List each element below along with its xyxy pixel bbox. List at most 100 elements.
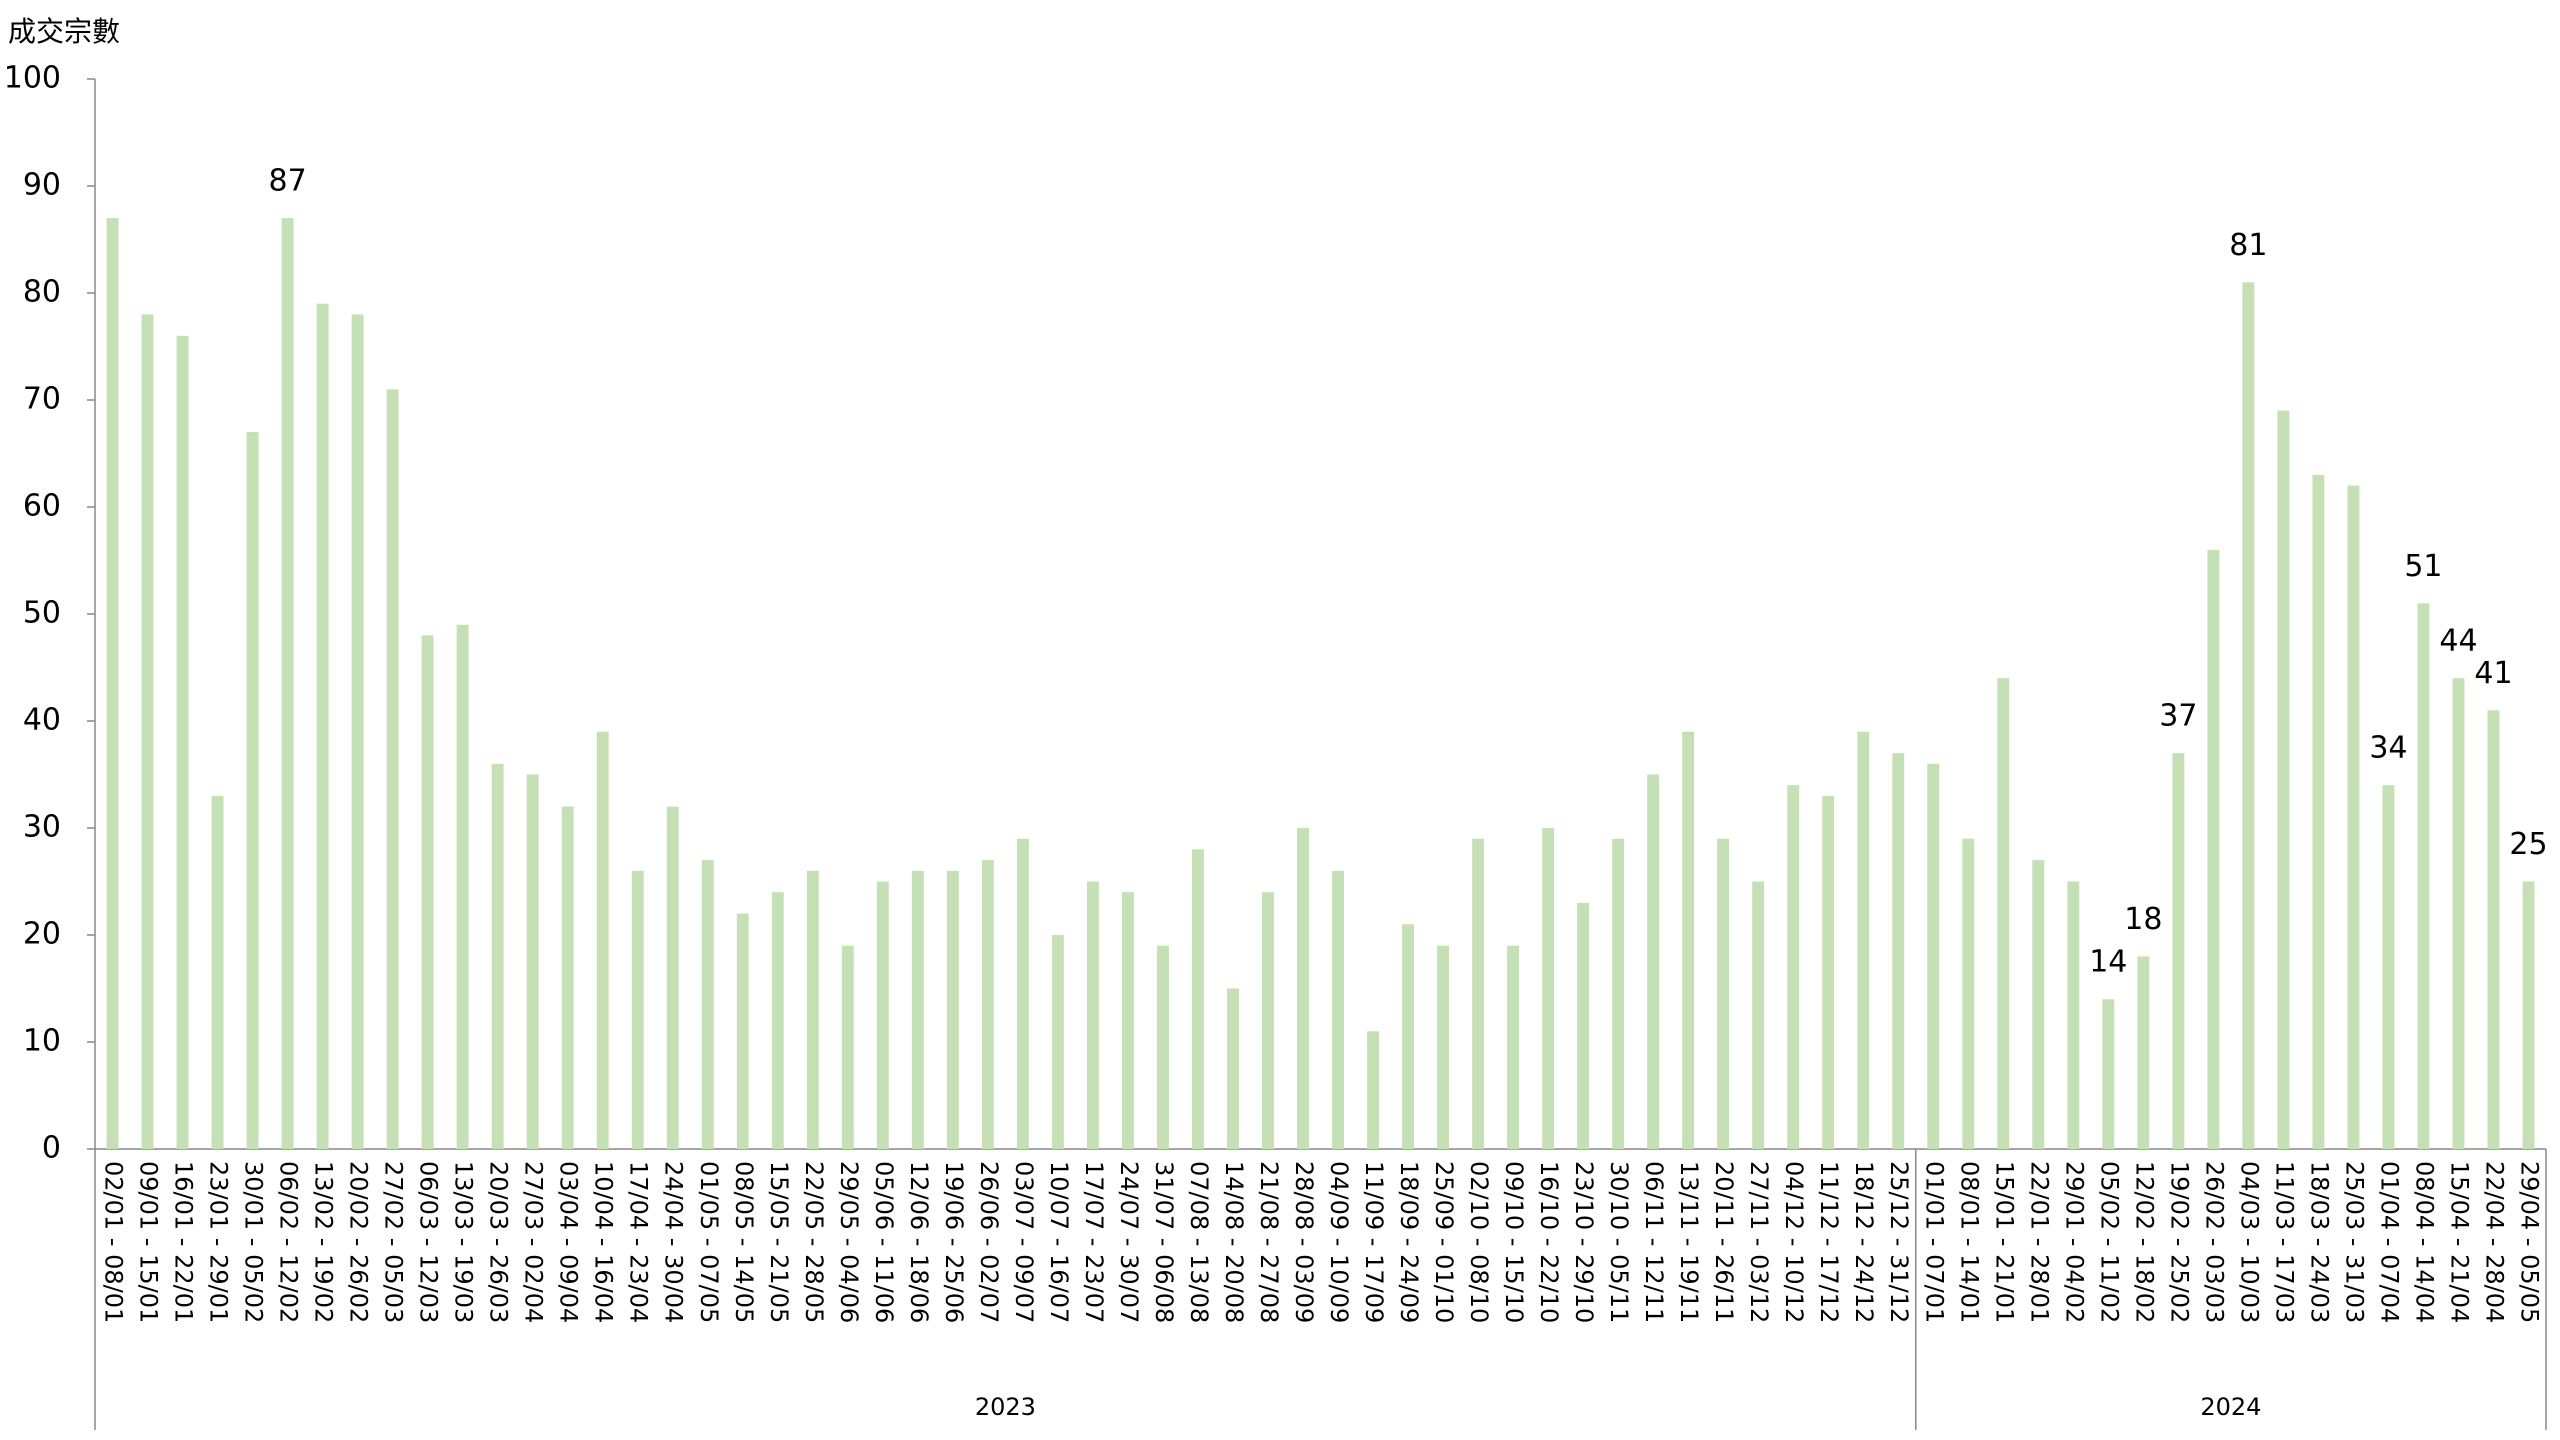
data-label: 14 (2089, 945, 2127, 980)
x-tick-label: 06/02 - 12/02 (275, 1161, 303, 1323)
x-tick-label: 29/04 - 05/05 (2515, 1161, 2543, 1323)
x-tick-label: 29/01 - 04/02 (2060, 1161, 2088, 1323)
bar (561, 806, 574, 1149)
bar (2487, 710, 2500, 1149)
bar (1857, 731, 1870, 1149)
bar (2312, 474, 2325, 1149)
bar (2452, 678, 2465, 1149)
bar (841, 945, 854, 1149)
bar (2207, 549, 2220, 1149)
x-tick-label: 05/06 - 11/06 (870, 1161, 898, 1323)
x-tick-label: 08/04 - 14/04 (2410, 1161, 2438, 1323)
bar (981, 860, 994, 1149)
data-label: 41 (2474, 656, 2512, 691)
x-tick-label: 03/07 - 09/07 (1010, 1161, 1038, 1323)
bar (1332, 870, 1344, 1149)
y-tick-label: 60 (23, 489, 61, 524)
y-tick-label: 100 (4, 61, 61, 96)
bar (1367, 1031, 1379, 1149)
x-tick-label: 21/08 - 27/08 (1255, 1161, 1283, 1323)
group-label: 2023 (975, 1393, 1036, 1421)
x-tick-label: 25/03 - 31/03 (2340, 1161, 2368, 1323)
bar (1997, 678, 2010, 1149)
x-tick-label: 04/09 - 10/09 (1325, 1161, 1353, 1323)
bar (1822, 795, 1835, 1149)
y-axis-label: 成交宗數 (8, 15, 120, 48)
x-tick-label: 23/01 - 29/01 (205, 1161, 233, 1323)
y-tick-label: 50 (23, 596, 61, 631)
y-tick-label: 90 (23, 168, 61, 203)
y-tick-label: 0 (42, 1131, 61, 1166)
bar (2172, 753, 2185, 1149)
bar (1121, 892, 1134, 1149)
bar (666, 806, 679, 1149)
bar (386, 389, 399, 1149)
bar (2067, 881, 2080, 1149)
bar (1156, 945, 1169, 1149)
x-tick-label: 08/01 - 14/01 (1955, 1161, 1983, 1323)
x-tick-label: 13/02 - 19/02 (310, 1161, 338, 1323)
x-tick-label: 18/09 - 24/09 (1395, 1161, 1423, 1323)
data-label: 81 (2229, 228, 2267, 263)
data-label: 51 (2404, 549, 2442, 584)
x-tick-label: 17/07 - 23/07 (1080, 1161, 1108, 1323)
bar (1717, 838, 1730, 1149)
x-tick-label: 31/07 - 06/08 (1150, 1161, 1178, 1323)
y-tick-label: 30 (23, 810, 61, 845)
bar (2032, 860, 2045, 1149)
x-tick-label: 08/05 - 14/05 (730, 1161, 758, 1323)
x-tick-label: 30/10 - 05/11 (1605, 1161, 1633, 1323)
bar (1962, 838, 1975, 1149)
x-tick-label: 27/03 - 02/04 (520, 1161, 548, 1323)
bar (2242, 282, 2255, 1149)
bar (316, 303, 329, 1149)
x-tick-label: 03/04 - 09/04 (555, 1161, 583, 1323)
x-tick-label: 24/04 - 30/04 (660, 1161, 688, 1323)
x-tick-label: 22/05 - 28/05 (800, 1161, 828, 1323)
x-tick-label: 09/01 - 15/01 (135, 1161, 163, 1323)
x-tick-label: 01/05 - 07/05 (695, 1161, 723, 1323)
bar (946, 870, 959, 1149)
x-tick-label: 19/02 - 25/02 (2165, 1161, 2193, 1323)
x-tick-label: 04/12 - 10/12 (1780, 1161, 1808, 1323)
x-tick-label: 25/12 - 31/12 (1885, 1161, 1913, 1323)
x-tick-label: 18/12 - 24/12 (1850, 1161, 1878, 1323)
bar (1647, 774, 1660, 1149)
x-tick-label: 10/04 - 16/04 (590, 1161, 618, 1323)
x-tick-label: 25/09 - 01/10 (1430, 1161, 1458, 1323)
bar (421, 635, 434, 1149)
x-tick-label: 02/10 - 08/10 (1465, 1161, 1493, 1323)
x-tick-label: 15/01 - 21/01 (1990, 1161, 2018, 1323)
bar (876, 881, 889, 1149)
x-tick-label: 16/01 - 22/01 (170, 1161, 198, 1323)
bar (1051, 935, 1064, 1149)
x-tick-label: 23/10 - 29/10 (1570, 1161, 1598, 1323)
x-tick-label: 12/02 - 18/02 (2130, 1161, 2158, 1323)
bar (1787, 785, 1800, 1149)
x-tick-label: 22/04 - 28/04 (2480, 1161, 2508, 1323)
y-tick-label: 10 (23, 1024, 61, 1059)
x-tick-label: 04/03 - 10/03 (2235, 1161, 2263, 1323)
x-tick-label: 20/11 - 26/11 (1710, 1161, 1738, 1323)
bar (631, 870, 644, 1149)
data-label: 87 (268, 164, 306, 199)
x-tick-label: 13/11 - 19/11 (1675, 1161, 1703, 1323)
bar (1752, 881, 1765, 1149)
bar (1927, 763, 1940, 1149)
x-tick-label: 20/03 - 26/03 (485, 1161, 513, 1323)
bar (1297, 828, 1309, 1149)
bar (1016, 838, 1029, 1149)
x-tick-label: 28/08 - 03/09 (1290, 1161, 1318, 1323)
bar (1682, 731, 1695, 1149)
y-tick-label: 20 (23, 917, 61, 952)
data-label: 44 (2439, 624, 2477, 659)
bar (2277, 410, 2290, 1149)
x-tick-label: 18/03 - 24/03 (2305, 1161, 2333, 1323)
data-label: 34 (2369, 731, 2407, 766)
bar (596, 731, 609, 1149)
bar (2102, 999, 2115, 1149)
bar (1262, 892, 1274, 1149)
x-tick-label: 10/07 - 16/07 (1045, 1161, 1073, 1323)
y-tick-label: 80 (23, 275, 61, 310)
